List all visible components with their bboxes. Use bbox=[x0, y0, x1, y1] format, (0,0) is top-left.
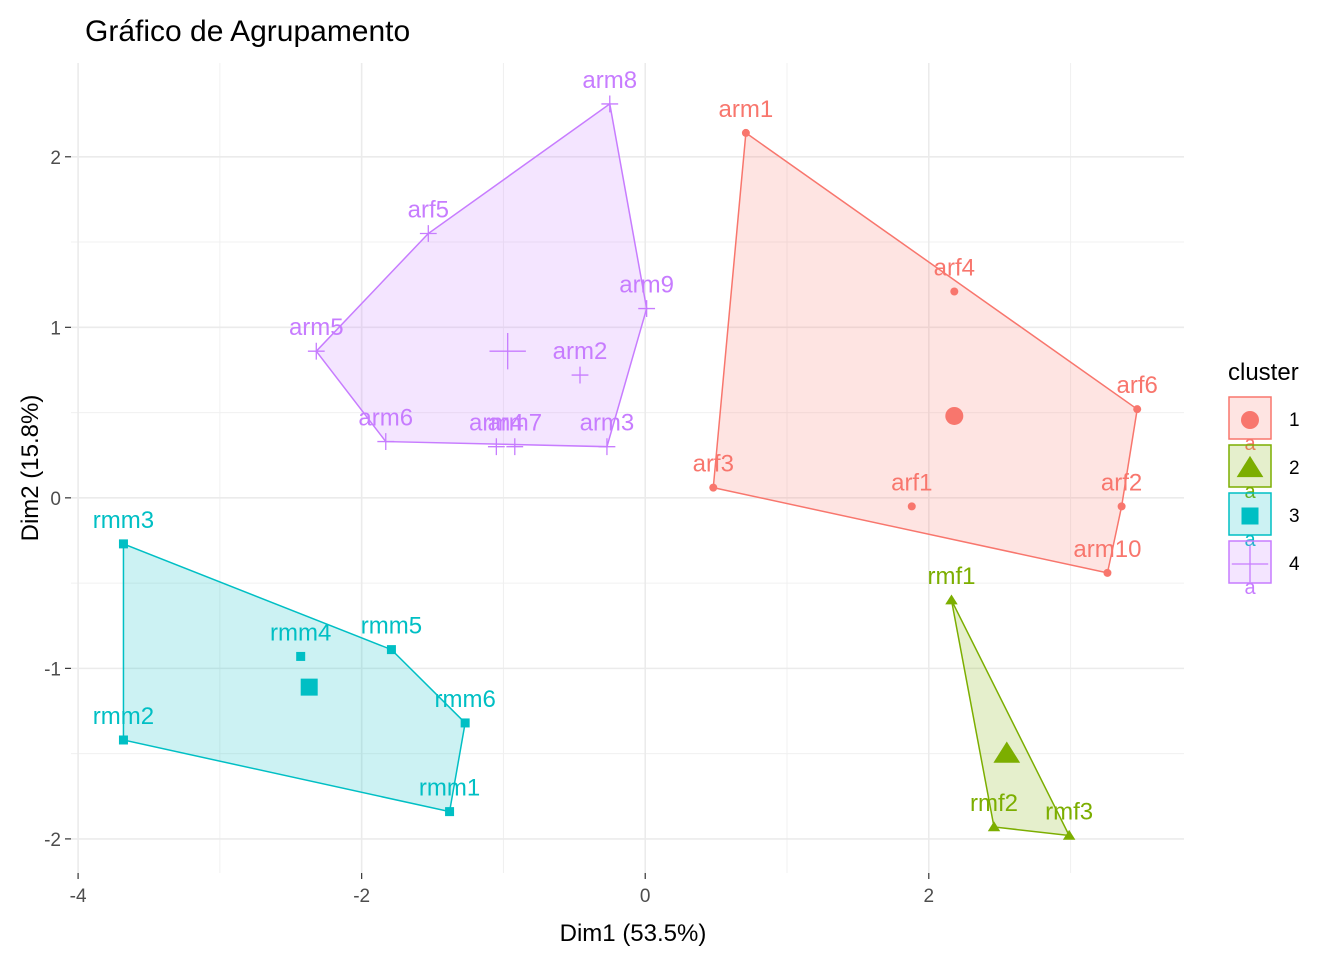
point-label-arf2: arf2 bbox=[1101, 469, 1142, 496]
cluster-center-3 bbox=[300, 678, 318, 696]
data-point-rmm1 bbox=[445, 807, 455, 817]
cluster-hull-2 bbox=[950, 599, 1071, 837]
data-point-rmf1 bbox=[945, 594, 958, 605]
point-label-rmm4: rmm4 bbox=[270, 619, 331, 646]
point-label-arf5: arf5 bbox=[408, 197, 449, 224]
point-label-arf1: arf1 bbox=[891, 469, 932, 496]
point-label-arf3: arf3 bbox=[693, 451, 734, 478]
x-tick-label: -2 bbox=[353, 886, 370, 907]
data-point-rmm4 bbox=[296, 651, 306, 661]
point-label-rmm1: rmm1 bbox=[419, 775, 480, 802]
cluster-hull-1 bbox=[712, 131, 1139, 574]
data-points bbox=[118, 95, 1142, 840]
legend-item-2: a2 bbox=[1228, 444, 1300, 503]
point-labels: arm1 arf4 arf6 arf3 arf1 arf2 arm10 rmf1 rmf2 rmf… bbox=[93, 67, 1158, 826]
data-point-arf5 bbox=[419, 225, 437, 242]
data-point-arf6 bbox=[1133, 405, 1142, 414]
legend-label-3: 3 bbox=[1289, 506, 1300, 527]
point-label-arm6: arm6 bbox=[358, 405, 413, 432]
cluster-center-4 bbox=[489, 332, 526, 370]
x-tick-label: 0 bbox=[640, 886, 651, 907]
point-label-arm2: arm2 bbox=[553, 338, 608, 365]
legend-key-glyph: a bbox=[1244, 529, 1256, 551]
legend-marker-3 bbox=[1241, 507, 1259, 525]
legend-marker-2 bbox=[1236, 455, 1264, 478]
data-point-rmm6 bbox=[460, 718, 470, 728]
legend-marker-4 bbox=[1231, 545, 1269, 583]
point-label-rmf1: rmf1 bbox=[927, 563, 975, 590]
point-label-rmf2: rmf2 bbox=[970, 790, 1018, 817]
cluster-hull-4 bbox=[315, 102, 648, 448]
point-label-arm10: arm10 bbox=[1073, 536, 1141, 563]
legend-key-glyph: a bbox=[1244, 481, 1256, 503]
data-point-arm5 bbox=[307, 342, 325, 360]
x-tick-label: -4 bbox=[70, 886, 87, 907]
data-point-rmf3 bbox=[1062, 829, 1076, 840]
data-point-arm1 bbox=[741, 128, 750, 137]
point-label-arf6: arf6 bbox=[1117, 372, 1158, 399]
y-tick-label: -2 bbox=[44, 830, 61, 851]
legend-item-1: a1 bbox=[1228, 396, 1300, 455]
point-label-arm5: arm5 bbox=[289, 314, 344, 341]
data-point-arm7 bbox=[506, 438, 524, 456]
y-tick-label: -1 bbox=[44, 659, 61, 680]
data-point-arf4 bbox=[950, 287, 959, 296]
axes: -4 -2 0 2 -2 -1 0 1 2 bbox=[44, 148, 934, 907]
x-tick-label: 2 bbox=[924, 886, 935, 907]
legend-item-3: a3 bbox=[1228, 492, 1300, 551]
point-label-arm9: arm9 bbox=[619, 272, 674, 299]
legend-key-glyph: a bbox=[1244, 577, 1256, 599]
y-tick-label: 1 bbox=[50, 318, 61, 339]
legend-key-2 bbox=[1228, 444, 1272, 488]
data-point-rmf2 bbox=[987, 821, 1001, 832]
cluster-hull-3 bbox=[122, 542, 466, 813]
point-label-arm7: arm7 bbox=[487, 410, 542, 437]
legend-title: cluster bbox=[1228, 359, 1299, 386]
point-label-arm3: arm3 bbox=[580, 410, 635, 437]
data-point-arm9 bbox=[638, 300, 656, 317]
point-label-rmm3: rmm3 bbox=[93, 507, 154, 534]
point-label-rmm5: rmm5 bbox=[361, 613, 422, 640]
chart-title: Gráfico de Agrupamento bbox=[85, 15, 410, 48]
grid bbox=[71, 63, 1184, 873]
point-label-arm1: arm1 bbox=[719, 96, 774, 123]
legend-label-4: 4 bbox=[1289, 554, 1300, 575]
data-point-arm3 bbox=[598, 438, 616, 456]
point-label-rmm2: rmm2 bbox=[93, 703, 154, 730]
data-point-arm2 bbox=[571, 366, 589, 384]
y-axis-title: Dim2 (15.8%) bbox=[17, 395, 44, 542]
data-point-rmm2 bbox=[118, 735, 128, 745]
data-point-arf3 bbox=[709, 483, 718, 492]
data-point-arf2 bbox=[1117, 502, 1126, 511]
x-axis-title: Dim1 (53.5%) bbox=[560, 920, 707, 947]
data-point-rmm3 bbox=[118, 539, 128, 549]
legend-item-4: a4 bbox=[1228, 540, 1300, 599]
data-point-arm4 bbox=[487, 438, 505, 456]
data-point-rmm5 bbox=[386, 645, 396, 655]
data-point-arm10 bbox=[1103, 568, 1112, 577]
cluster-center-2 bbox=[993, 741, 1021, 763]
data-point-arm6 bbox=[377, 433, 395, 450]
point-label-rmf3: rmf3 bbox=[1045, 798, 1093, 825]
data-point-arf1 bbox=[907, 502, 916, 511]
y-tick-label: 2 bbox=[50, 148, 61, 169]
cluster-center-1 bbox=[945, 406, 964, 425]
point-label-arm4: arm4 bbox=[469, 410, 524, 437]
legend-key-glyph: a bbox=[1244, 433, 1256, 455]
point-label-arf4: arf4 bbox=[934, 255, 975, 282]
point-label-arm8: arm8 bbox=[582, 67, 637, 94]
data-point-arm8 bbox=[601, 95, 619, 113]
y-tick-label: 0 bbox=[50, 489, 61, 510]
legend-label-1: 1 bbox=[1289, 410, 1300, 431]
legend-label-2: 2 bbox=[1289, 458, 1300, 479]
point-label-rmm6: rmm6 bbox=[434, 686, 495, 713]
cluster-hulls bbox=[122, 102, 1139, 837]
legend-marker-1 bbox=[1241, 411, 1259, 429]
